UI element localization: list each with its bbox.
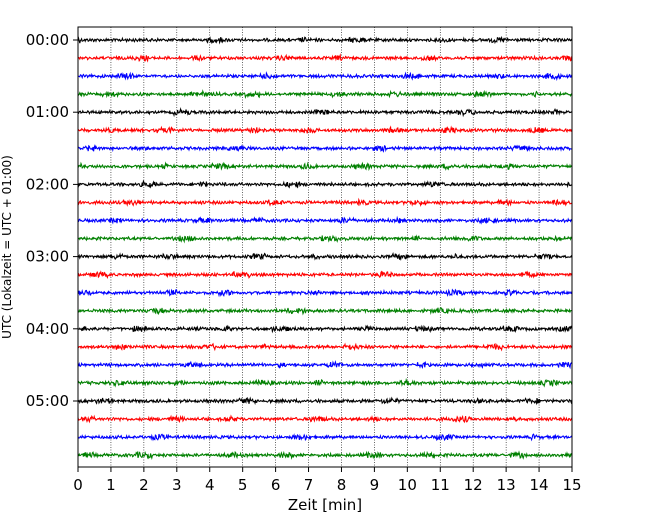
trace-layer <box>77 35 573 460</box>
seismic-trace-23 <box>77 433 573 442</box>
y-tick-label-03:00: 03:00 <box>26 248 69 266</box>
x-tick-label-8: 8 <box>337 476 347 494</box>
seismic-trace-15 <box>77 288 573 298</box>
y-axis-label: UTC (Lokalzeit = UTC + 01:00) <box>0 155 14 339</box>
seismic-trace-21 <box>77 396 573 406</box>
seismic-trace-22 <box>77 414 573 424</box>
seismic-trace-19 <box>77 360 573 370</box>
seismic-trace-3 <box>77 71 573 82</box>
seismic-trace-4 <box>77 89 573 99</box>
seismic-trace-12 <box>77 234 573 244</box>
seismic-trace-20 <box>77 377 573 388</box>
seismic-trace-9 <box>77 179 573 189</box>
seismic-trace-13 <box>77 251 573 261</box>
y-tick-label-02:00: 02:00 <box>26 175 69 193</box>
y-tick-label-05:00: 05:00 <box>26 392 69 410</box>
seismic-trace-24 <box>77 450 573 460</box>
x-tick-label-0: 0 <box>73 476 83 494</box>
x-tick-label-11: 11 <box>431 476 450 494</box>
x-tick-label-10: 10 <box>398 476 417 494</box>
seismic-trace-7 <box>77 143 572 153</box>
x-tick-label-12: 12 <box>464 476 483 494</box>
y-tick-label-00:00: 00:00 <box>26 31 69 49</box>
x-tick-label-7: 7 <box>304 476 314 494</box>
seismic-trace-14 <box>77 270 573 280</box>
x-tick-label-1: 1 <box>106 476 116 494</box>
x-tick-label-9: 9 <box>370 476 380 494</box>
x-tick-label-4: 4 <box>205 476 215 494</box>
seismic-trace-11 <box>77 215 573 225</box>
y-tick-label-04:00: 04:00 <box>26 320 69 338</box>
x-axis-ticks: 0 1 2 3 4 5 6 7 8 9 10 11 12 13 14 15 <box>73 467 582 494</box>
x-tick-label-14: 14 <box>530 476 549 494</box>
seismic-trace-18 <box>77 342 573 352</box>
seismic-trace-1 <box>77 35 573 45</box>
seismic-trace-16 <box>77 307 572 316</box>
x-tick-label-5: 5 <box>238 476 248 494</box>
seismic-trace-5 <box>77 106 573 118</box>
seismic-trace-10 <box>77 197 573 208</box>
y-tick-label-01:00: 01:00 <box>26 103 69 121</box>
x-tick-label-6: 6 <box>271 476 281 494</box>
seismic-trace-2 <box>77 53 573 63</box>
x-axis-label: Zeit [min] <box>288 496 362 514</box>
y-axis-ticks: 00:00 01:00 02:00 03:00 04:00 05:00 <box>26 31 78 410</box>
x-tick-label-15: 15 <box>562 476 581 494</box>
x-tick-label-3: 3 <box>172 476 182 494</box>
x-tick-label-13: 13 <box>497 476 516 494</box>
plot-frame <box>77 26 573 468</box>
seismic-trace-6 <box>77 125 573 135</box>
grid-layer <box>110 27 540 467</box>
seismic-trace-8 <box>77 161 573 172</box>
seismic-trace-17 <box>77 324 573 334</box>
x-tick-label-2: 2 <box>139 476 149 494</box>
